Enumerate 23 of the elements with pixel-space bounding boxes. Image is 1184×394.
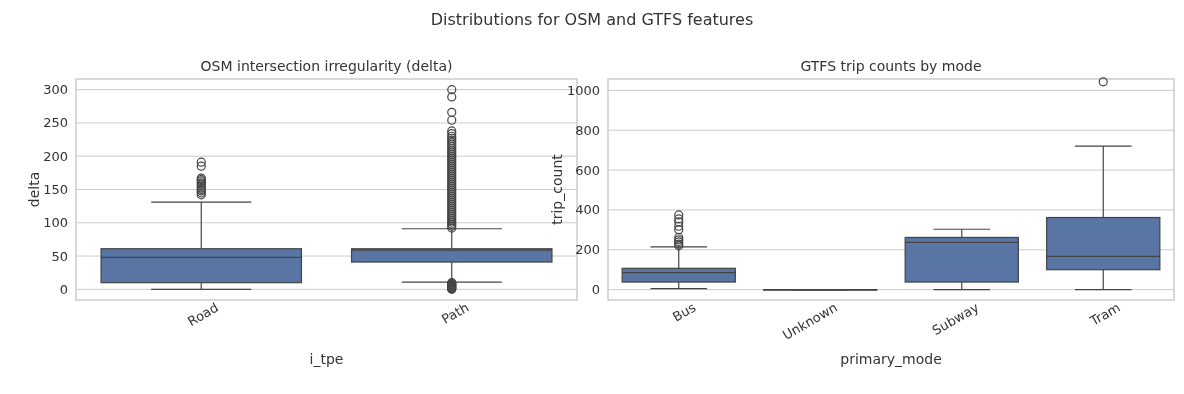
y-axis-title: delta <box>25 171 42 208</box>
y-tick-label: 1000 <box>566 82 600 98</box>
y-tick-label: 0 <box>591 282 600 298</box>
y-tick-label: 150 <box>43 182 68 198</box>
chart-title: GTFS trip counts by mode <box>800 58 982 74</box>
y-tick-label: 600 <box>575 162 600 178</box>
x-tick-label: Bus <box>670 299 699 325</box>
x-axis-title: primary_mode <box>840 351 942 367</box>
text: Distributions for OSM and GTFS features <box>430 10 754 29</box>
x-tick-label: Tram <box>1086 299 1123 330</box>
y-tick-label: 400 <box>575 202 600 218</box>
y-tick-label: 0 <box>59 281 68 297</box>
y-tick-label: 800 <box>575 122 600 138</box>
y-tick-label: 300 <box>43 82 68 98</box>
y-tick-label: 100 <box>43 215 68 231</box>
chart-title: OSM intersection irregularity (delta) <box>200 58 453 74</box>
x-tick-label: Path <box>439 299 472 327</box>
y-tick-label: 50 <box>51 248 68 264</box>
y-axis-title: trip_count <box>549 153 565 225</box>
y-tick-label: 250 <box>43 115 68 131</box>
y-tick-label: 200 <box>43 148 68 164</box>
y-tick-label: 200 <box>575 242 600 258</box>
x-axis-title: i_tpe <box>309 351 344 367</box>
